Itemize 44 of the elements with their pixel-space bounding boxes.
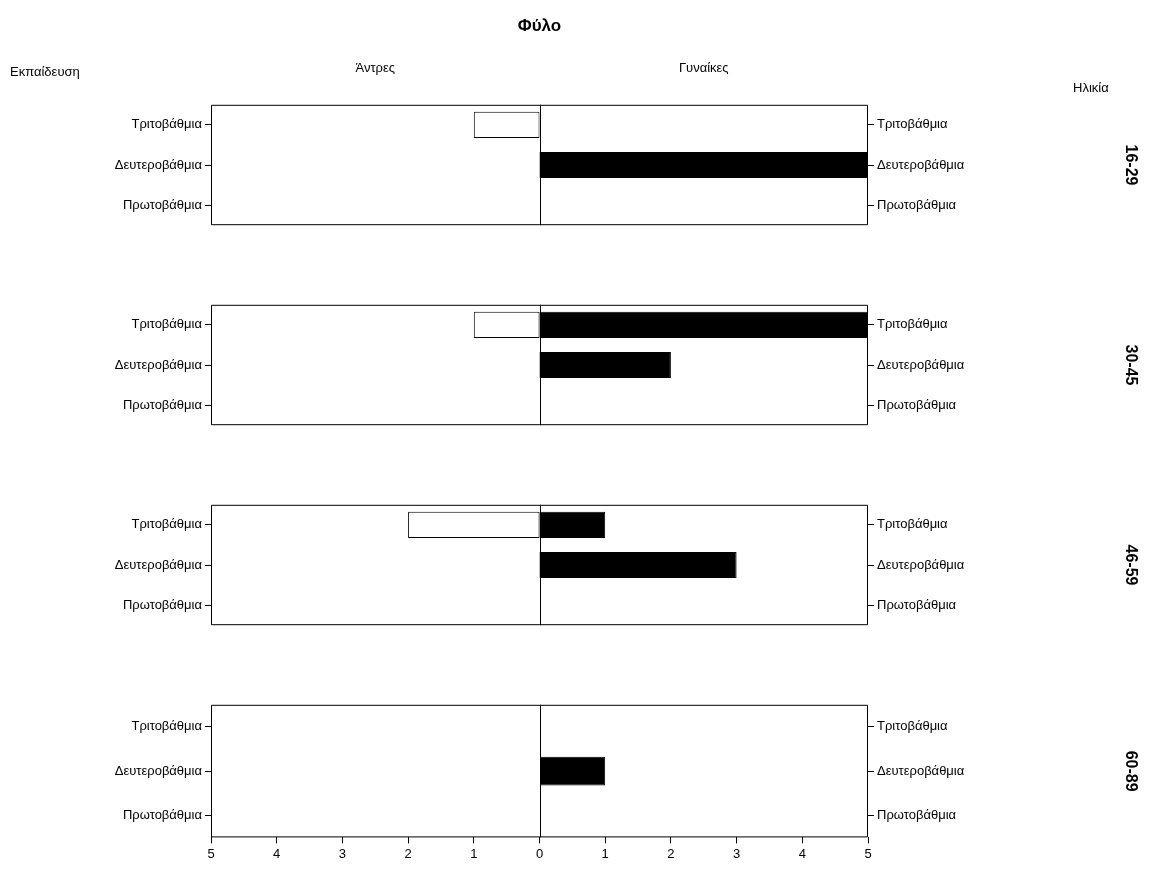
y-tick-label: Πρωτοβάθμια — [877, 806, 957, 822]
category-label: Πρωτοβάθμια — [122, 596, 202, 612]
x-tick-label: 1 — [470, 845, 478, 861]
y2-axis-title: 46-59 — [1122, 544, 1140, 586]
chart-title: Φύλο — [516, 16, 563, 36]
category-label: Δευτεροβάθμια — [114, 762, 202, 778]
category-label: Τριτοβάθμια — [131, 718, 202, 734]
y-tick-label: Δευτεροβάθμια — [877, 356, 965, 372]
category-label: Τριτοβάθμια — [131, 316, 202, 332]
y-tick-label: Πρωτοβάθμια — [877, 196, 957, 212]
x-tick-label: 3 — [338, 845, 347, 861]
y-tick-label: Δευτεροβάθμια — [877, 762, 965, 778]
x-tick-label: 3 — [732, 845, 741, 861]
y-tick-label: Πρωτοβάθμια — [877, 396, 957, 412]
y2-axis-title: 16-29 — [1122, 144, 1140, 186]
x-tick-label: 2 — [404, 845, 412, 861]
x-tick-label: 4 — [798, 845, 806, 861]
y-tick-label: Τριτοβάθμια — [877, 116, 949, 132]
y-tick-label: Πρωτοβάθμια — [877, 596, 957, 612]
category-label: Πρωτοβάθμια — [122, 396, 202, 412]
x-tick-label: 2 — [667, 845, 675, 861]
y-tick-label: Δευτεροβάθμια — [877, 556, 965, 572]
y-tick-label: Δευτεροβάθμια — [877, 156, 965, 172]
category-label: Δευτεροβάθμια — [114, 556, 202, 572]
x-tick-label: 5 — [207, 845, 215, 861]
text: Ηλικία — [1073, 80, 1110, 95]
category-label: Τριτοβάθμια — [131, 116, 202, 132]
x-tick-label: 4 — [273, 845, 281, 861]
text: Γυναίκες — [677, 60, 730, 75]
x-tick-label: 5 — [864, 845, 872, 861]
text: Άντρες — [354, 60, 396, 75]
category-label: Πρωτοβάθμια — [122, 196, 202, 212]
category-label: Δευτεροβάθμια — [114, 356, 202, 372]
y-tick-label: Τριτοβάθμια — [877, 516, 949, 532]
category-label: Τριτοβάθμια — [131, 516, 202, 532]
y-tick-label: Τριτοβάθμια — [877, 316, 949, 332]
x-tick-label: 0 — [535, 845, 544, 861]
y-axis-title: Εκπαίδευση — [10, 64, 80, 79]
category-label: Δευτεροβάθμια — [114, 156, 202, 172]
x-tick-label: 1 — [601, 845, 609, 861]
y2-axis-title: 60-89 — [1122, 750, 1140, 792]
category-label: Πρωτοβάθμια — [122, 806, 202, 822]
y-tick-label: Τριτοβάθμια — [877, 718, 949, 734]
y2-axis-title: 30-45 — [1122, 344, 1140, 386]
